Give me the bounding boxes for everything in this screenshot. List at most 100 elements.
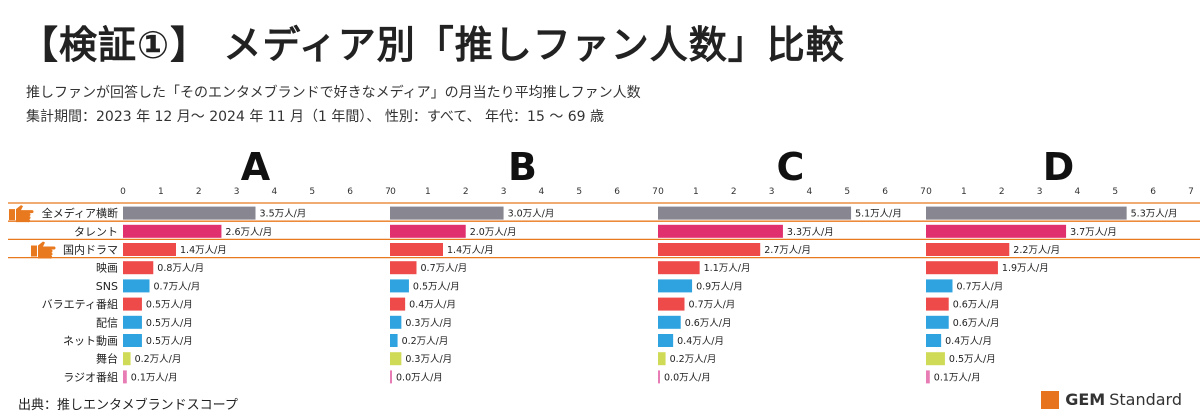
data-label: 0.2万人/月 <box>135 354 182 365</box>
bar <box>390 352 402 366</box>
data-label: 0.5万人/月 <box>146 336 193 347</box>
bar <box>123 224 222 238</box>
data-label: 2.2万人/月 <box>1013 245 1060 256</box>
bar <box>658 315 681 329</box>
x-tick-label: 7 <box>652 187 658 197</box>
x-tick-label: 0 <box>120 187 126 197</box>
data-label: 0.6万人/月 <box>953 318 1000 329</box>
data-label: 1.4万人/月 <box>180 245 227 256</box>
data-label: 1.4万人/月 <box>447 245 494 256</box>
x-tick-label: 1 <box>693 187 699 197</box>
data-label: 0.5万人/月 <box>413 281 460 292</box>
bar <box>926 297 949 311</box>
data-label: 0.8万人/月 <box>157 263 204 274</box>
bar <box>926 243 1010 256</box>
brand-name-gem: GEM <box>1065 390 1106 409</box>
bar <box>123 261 154 275</box>
bar <box>926 352 945 366</box>
bar <box>658 370 660 384</box>
bar <box>658 279 693 293</box>
category-label: ネット動画 <box>63 334 118 348</box>
x-tick-label: 1 <box>158 187 164 197</box>
data-label: 5.3万人/月 <box>1131 209 1178 220</box>
data-label: 3.7万人/月 <box>1070 227 1117 238</box>
bar <box>658 334 674 347</box>
brand-logo: GEM Standard <box>1041 390 1182 409</box>
bar <box>658 297 685 311</box>
data-label: 2.0万人/月 <box>470 227 517 238</box>
data-label: 1.9万人/月 <box>1002 263 1049 274</box>
pointing-hand-icon <box>9 205 34 223</box>
data-label: 5.1万人/月 <box>855 209 902 220</box>
subtitle-description: 推しファンが回答した「そのエンタメブランドで好きなメディア」の月当たり平均推しフ… <box>26 85 641 101</box>
data-label: 0.6万人/月 <box>953 300 1000 311</box>
bar <box>123 370 127 384</box>
bar <box>123 334 142 347</box>
category-label: 映画 <box>96 262 118 275</box>
bar <box>658 261 700 275</box>
x-tick-label: 7 <box>920 187 926 197</box>
panel-title: D <box>1043 145 1075 189</box>
data-label: 0.4万人/月 <box>677 336 724 347</box>
category-label: タレント <box>74 225 118 238</box>
x-tick-label: 2 <box>999 187 1005 197</box>
subtitle-period: 集計期間：2023 年 12 月～ 2024 年 11 月（1 年間）、 性別：… <box>26 109 605 125</box>
x-tick-label: 0 <box>658 187 664 197</box>
data-label: 0.6万人/月 <box>685 318 732 329</box>
x-tick-label: 4 <box>807 187 813 197</box>
x-tick-label: 5 <box>844 187 850 197</box>
data-label: 0.0万人/月 <box>396 372 443 383</box>
category-label: 国内ドラマ <box>63 243 118 257</box>
category-label: バラエティ番組 <box>42 298 118 311</box>
bar <box>390 315 402 329</box>
bar <box>658 243 761 256</box>
bar <box>390 334 398 347</box>
x-tick-label: 4 <box>1075 187 1081 197</box>
bar <box>926 261 998 275</box>
data-label: 0.4万人/月 <box>945 336 992 347</box>
x-tick-label: 6 <box>347 187 353 197</box>
bar <box>390 370 392 384</box>
category-label: 配信 <box>96 316 118 329</box>
bar <box>123 206 256 220</box>
bar <box>390 297 406 311</box>
data-label: 0.7万人/月 <box>689 300 736 311</box>
bar <box>926 206 1127 220</box>
x-tick-label: 6 <box>882 187 888 197</box>
bar <box>390 261 417 275</box>
x-tick-label: 1 <box>961 187 967 197</box>
x-tick-label: 5 <box>309 187 315 197</box>
x-tick-label: 3 <box>234 187 240 197</box>
x-tick-label: 4 <box>539 187 545 197</box>
x-tick-label: 5 <box>576 187 582 197</box>
panel-title: B <box>508 145 537 189</box>
bar <box>390 243 443 256</box>
bar <box>123 352 131 366</box>
category-label: ラジオ番組 <box>63 371 118 384</box>
data-label: 3.5万人/月 <box>260 209 307 220</box>
x-tick-label: 4 <box>272 187 278 197</box>
x-tick-label: 0 <box>926 187 932 197</box>
source-note: 出典：推しエンタメブランドスコープ <box>18 398 238 413</box>
x-tick-label: 0 <box>390 187 396 197</box>
data-label: 3.0万人/月 <box>508 209 555 220</box>
data-label: 0.2万人/月 <box>402 336 449 347</box>
data-label: 0.3万人/月 <box>405 354 452 365</box>
bar <box>926 334 942 347</box>
bar <box>926 315 949 329</box>
bar <box>390 224 466 238</box>
panel-title: C <box>777 145 805 189</box>
category-label: SNS <box>96 280 118 293</box>
bar <box>926 279 953 293</box>
x-tick-label: 1 <box>425 187 431 197</box>
data-label: 0.2万人/月 <box>670 354 717 365</box>
data-label: 0.5万人/月 <box>146 300 193 311</box>
bar <box>123 279 150 293</box>
bar <box>658 352 666 366</box>
bar <box>123 297 142 311</box>
data-label: 0.1万人/月 <box>131 372 178 383</box>
data-label: 1.1万人/月 <box>704 263 751 274</box>
data-label: 3.3万人/月 <box>787 227 834 238</box>
category-label: 舞台 <box>96 352 118 366</box>
